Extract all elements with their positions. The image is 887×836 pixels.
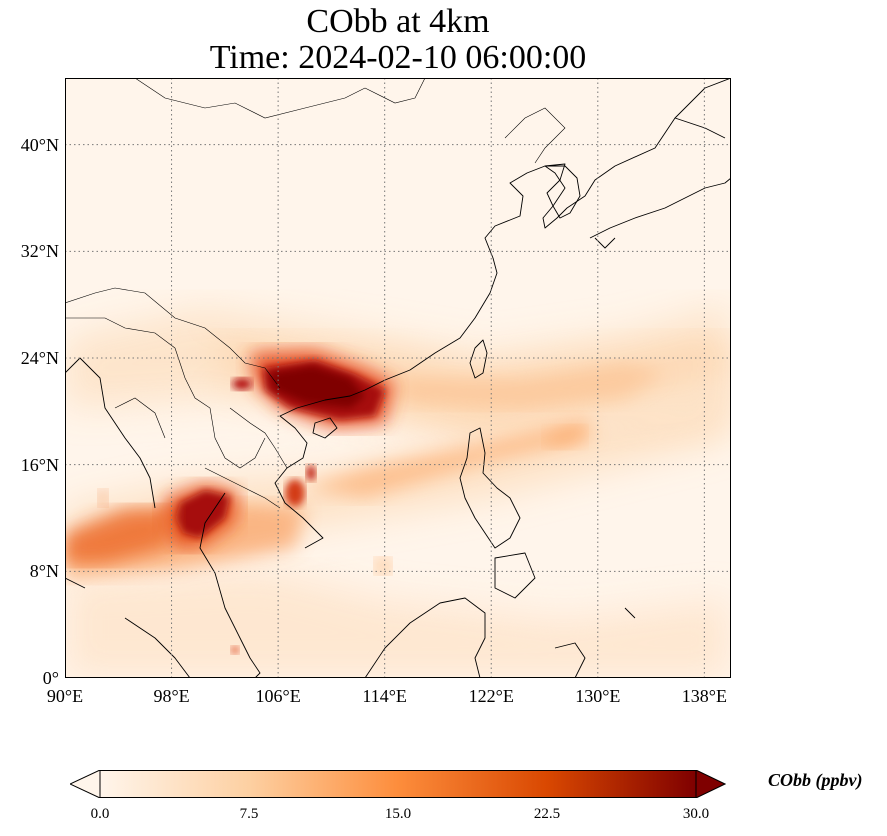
map-title: CObb at 4km — [306, 3, 490, 40]
lon-tick-label: 90°E — [46, 686, 84, 706]
coastline-philippines — [459, 427, 536, 599]
coastline-korea — [544, 165, 581, 219]
colorbar-tick-label: 15.0 — [384, 806, 412, 822]
lon-tick-label: 122°E — [468, 686, 514, 706]
lon-tick-label: 106°E — [255, 686, 301, 706]
lon-tick-label: 138°E — [681, 686, 727, 706]
colorbar — [70, 770, 726, 798]
coastline-sumatra — [65, 577, 191, 678]
lat-tick-label: 40°N — [20, 134, 59, 155]
coastline-bay-of-bengal — [65, 357, 156, 509]
coastline-east-asia — [199, 78, 731, 678]
lat-tick-label: 16°N — [20, 454, 59, 475]
colorbar-extend-high — [695, 770, 726, 798]
colorbar-label: CObb (ppbv) — [768, 770, 863, 790]
map-border — [65, 78, 731, 678]
lon-tick-label: 98°E — [153, 686, 190, 706]
coastline-hainan — [312, 417, 338, 439]
lon-tick-label: 130°E — [575, 686, 621, 706]
coastlines — [65, 78, 731, 678]
map-panel — [65, 78, 731, 678]
colorbar-tick-label: 30.0 — [682, 806, 710, 822]
lat-tick-label: 8°N — [29, 561, 59, 582]
coastline-borneo — [364, 597, 486, 678]
colorbar-tick-label: 22.5 — [533, 806, 561, 822]
colorbar-gradient — [99, 770, 697, 798]
colorbar-tick-label: 0.0 — [90, 806, 110, 822]
lat-tick-label: 24°N — [20, 348, 59, 368]
colorbar-extend-low — [70, 770, 101, 798]
coastline-taiwan — [469, 339, 488, 379]
country-borders — [65, 78, 566, 509]
coastline-japan — [589, 117, 731, 249]
colorbar-tick-label: 7.5 — [239, 806, 259, 822]
hotspot-indochina — [65, 465, 316, 654]
lon-tick-label: 114°E — [362, 686, 407, 706]
lat-tick-label: 0° — [42, 668, 59, 688]
map-time: Time: 2024-02-10 06:00:00 — [209, 39, 587, 76]
gridlines — [65, 78, 731, 678]
coastline-new-guinea — [554, 607, 636, 678]
lat-tick-label: 32°N — [20, 241, 59, 262]
